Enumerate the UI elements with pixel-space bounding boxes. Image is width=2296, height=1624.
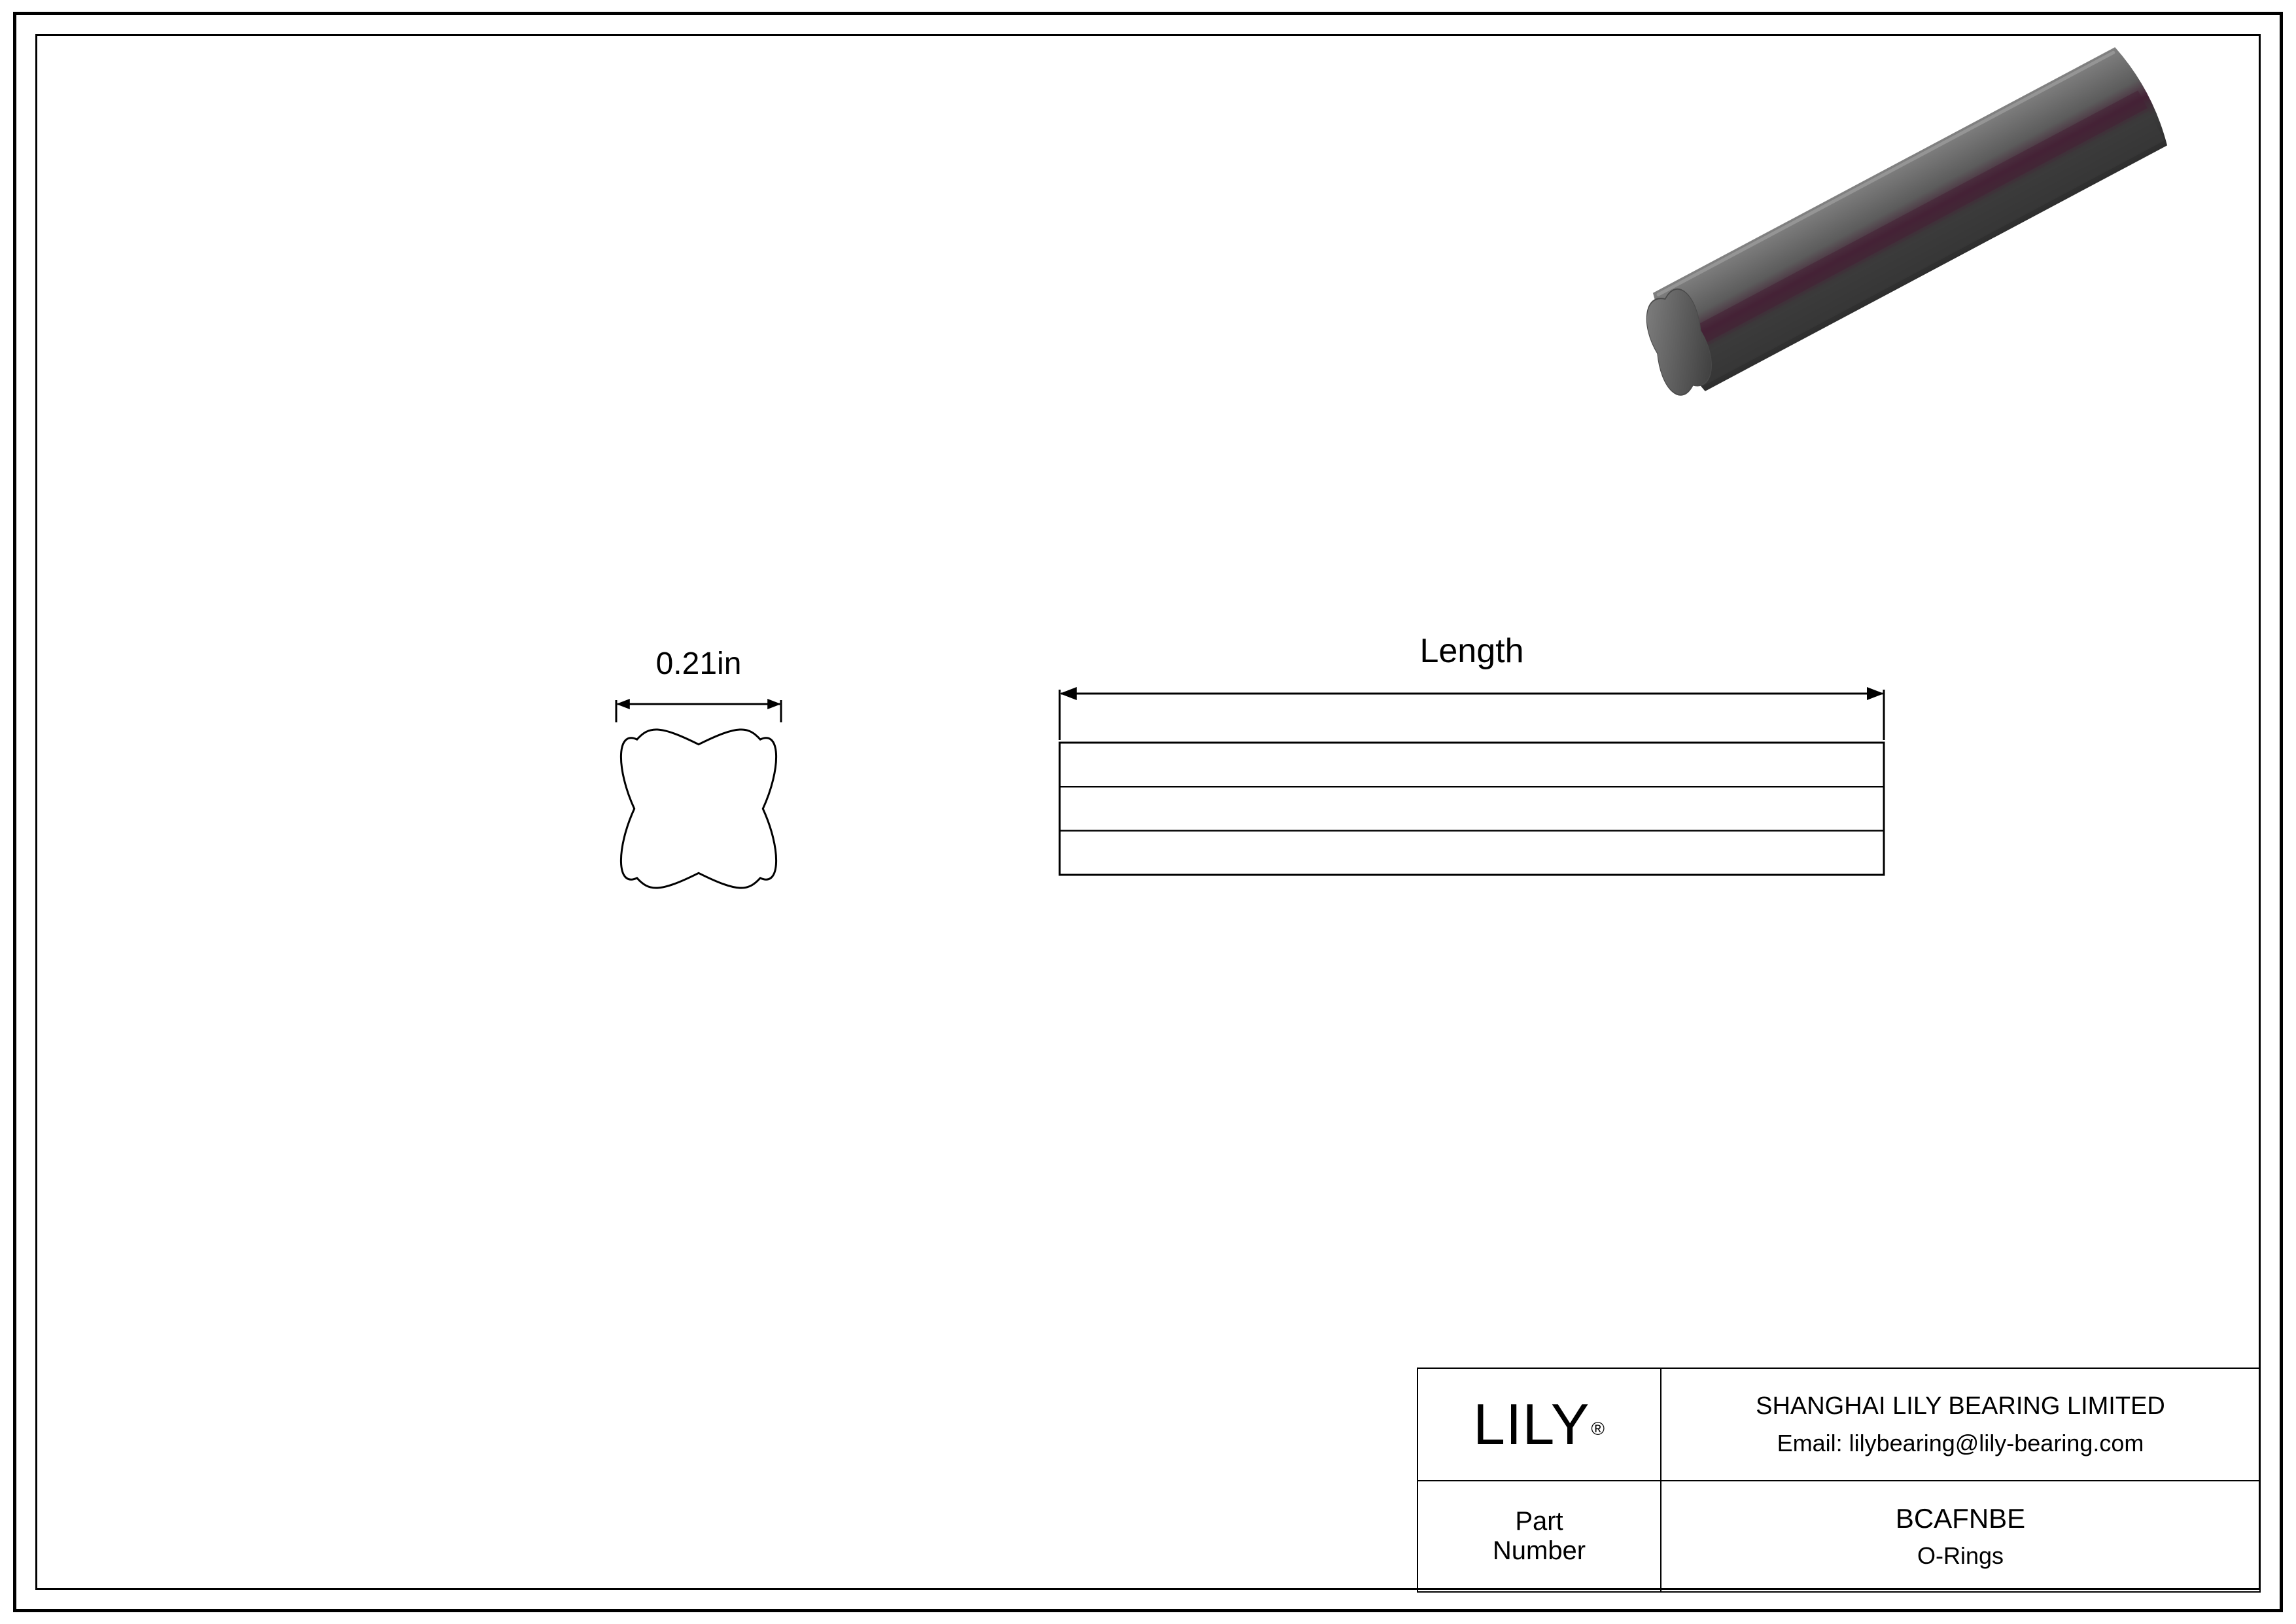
logo-cell: LILY ®: [1418, 1368, 1661, 1481]
company-email: Email: lilybearing@lily-bearing.com: [1661, 1430, 2259, 1457]
part-label-line2: Number: [1418, 1536, 1660, 1566]
title-block: LILY ® SHANGHAI LILY BEARING LIMITED Ema…: [1417, 1368, 2261, 1593]
part-value-cell: BCAFNBE O-Rings: [1661, 1481, 2260, 1592]
drawing-page: 0.21in Length LILY ® SHANGHAI LILY BEARIN…: [0, 0, 2296, 1624]
company-cell: SHANGHAI LILY BEARING LIMITED Email: lil…: [1661, 1368, 2260, 1481]
company-name: SHANGHAI LILY BEARING LIMITED: [1661, 1392, 2259, 1421]
profile-dimension-label: 0.21in: [656, 646, 742, 681]
isometric-view: [1622, 44, 2173, 408]
part-description: O-Rings: [1661, 1542, 2259, 1570]
side-dimension-label: Length: [1419, 632, 1523, 670]
logo-registered: ®: [1591, 1420, 1605, 1438]
profile-outline: [621, 730, 776, 888]
part-label-cell: Part Number: [1418, 1481, 1661, 1592]
logo-wrap: LILY ®: [1418, 1369, 1660, 1480]
part-label-line1: Part: [1418, 1507, 1660, 1536]
side-view-outline: [1060, 743, 1884, 875]
logo-text: LILY: [1473, 1391, 1590, 1458]
part-number: BCAFNBE: [1661, 1503, 2259, 1534]
